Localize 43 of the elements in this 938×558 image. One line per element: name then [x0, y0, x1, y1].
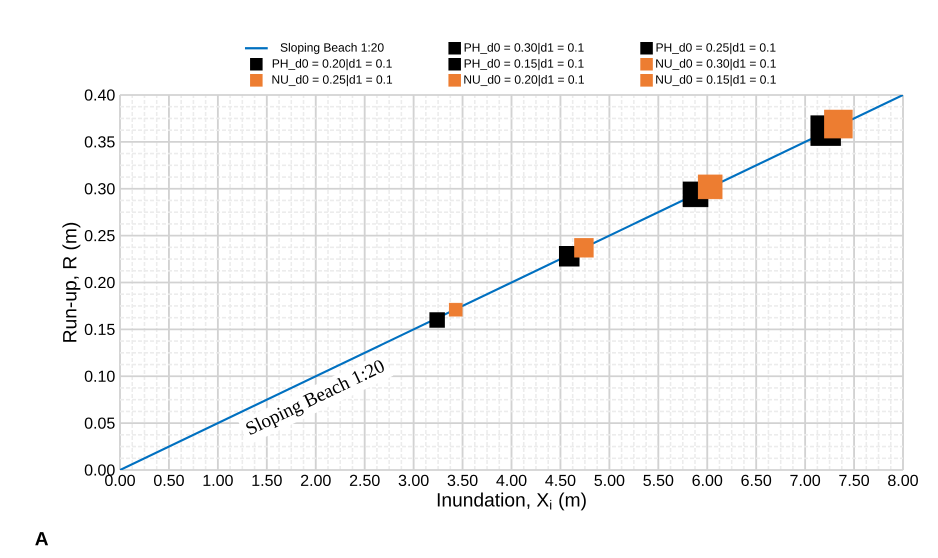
- y-tick-label: 0.30: [84, 183, 115, 194]
- y-tick-label: 0.05: [84, 417, 115, 429]
- x-tick-label: 1.00: [204, 474, 233, 486]
- x-tick-label: 3.50: [448, 474, 478, 486]
- x-tick-label: 7.00: [790, 474, 820, 486]
- point: [448, 302, 463, 316]
- legend-label: PH_d0 = 0.20|d1 = 0.1: [272, 58, 392, 70]
- y-tick-label: 0.20: [84, 276, 115, 288]
- text: A: [35, 532, 48, 546]
- x-tick-label: 5.50: [643, 474, 674, 486]
- y-axis-title: Run-up, R (m): [62, 222, 80, 342]
- x-axis-title: Inundation, X$_{i}$ (m): [438, 492, 586, 510]
- legend-label: PH_d0 = 0.25|d1 = 0.1: [656, 42, 776, 54]
- y-tick-label: 0.40: [84, 89, 115, 101]
- x-tick-label: 0.00: [105, 474, 135, 486]
- x-tick-label: 2.00: [300, 474, 331, 486]
- x-tick-label: 4.00: [496, 474, 526, 486]
- legend-label: PH_d0 = 0.30|d1 = 0.1: [464, 42, 584, 54]
- x-tick-label: 4.50: [545, 474, 576, 486]
- y-tick-label: 0.00: [84, 464, 115, 476]
- y-tick-label: 0.25: [84, 230, 115, 242]
- legend-label: NU_d0 = 0.30|d1 = 0.1: [656, 58, 776, 70]
- y-tick-label: 0.35: [84, 136, 115, 148]
- x-tick-label: 0.50: [154, 474, 184, 486]
- legend-label: PH_d0 = 0.15|d1 = 0.1: [464, 58, 584, 70]
- point: [698, 174, 722, 200]
- point: [429, 312, 445, 328]
- x-tick-label: 6.50: [741, 474, 772, 486]
- y-tick-label: 0.10: [84, 370, 115, 382]
- legend-label: NU_d0 = 0.25|d1 = 0.1: [272, 74, 392, 86]
- legend-label: Sloping Beach 1:20: [280, 42, 384, 54]
- x-tick-label: 5.00: [594, 474, 624, 486]
- x-tick-label: 6.00: [692, 474, 722, 486]
- x-tick-label: 3.00: [398, 474, 429, 486]
- x-tick-label: 1.50: [252, 474, 282, 486]
- legend-label: NU_d0 = 0.20|d1 = 0.1: [464, 74, 584, 86]
- y-tick-label: 0.15: [84, 324, 115, 336]
- legend-label: NU_d0 = 0.15|d1 = 0.1: [656, 74, 776, 86]
- x-tick-label: 2.50: [350, 474, 380, 486]
- x-tick-label: 7.50: [839, 474, 870, 486]
- point: [824, 110, 853, 138]
- x-tick-label: 8.00: [888, 474, 918, 486]
- point: [574, 238, 594, 258]
